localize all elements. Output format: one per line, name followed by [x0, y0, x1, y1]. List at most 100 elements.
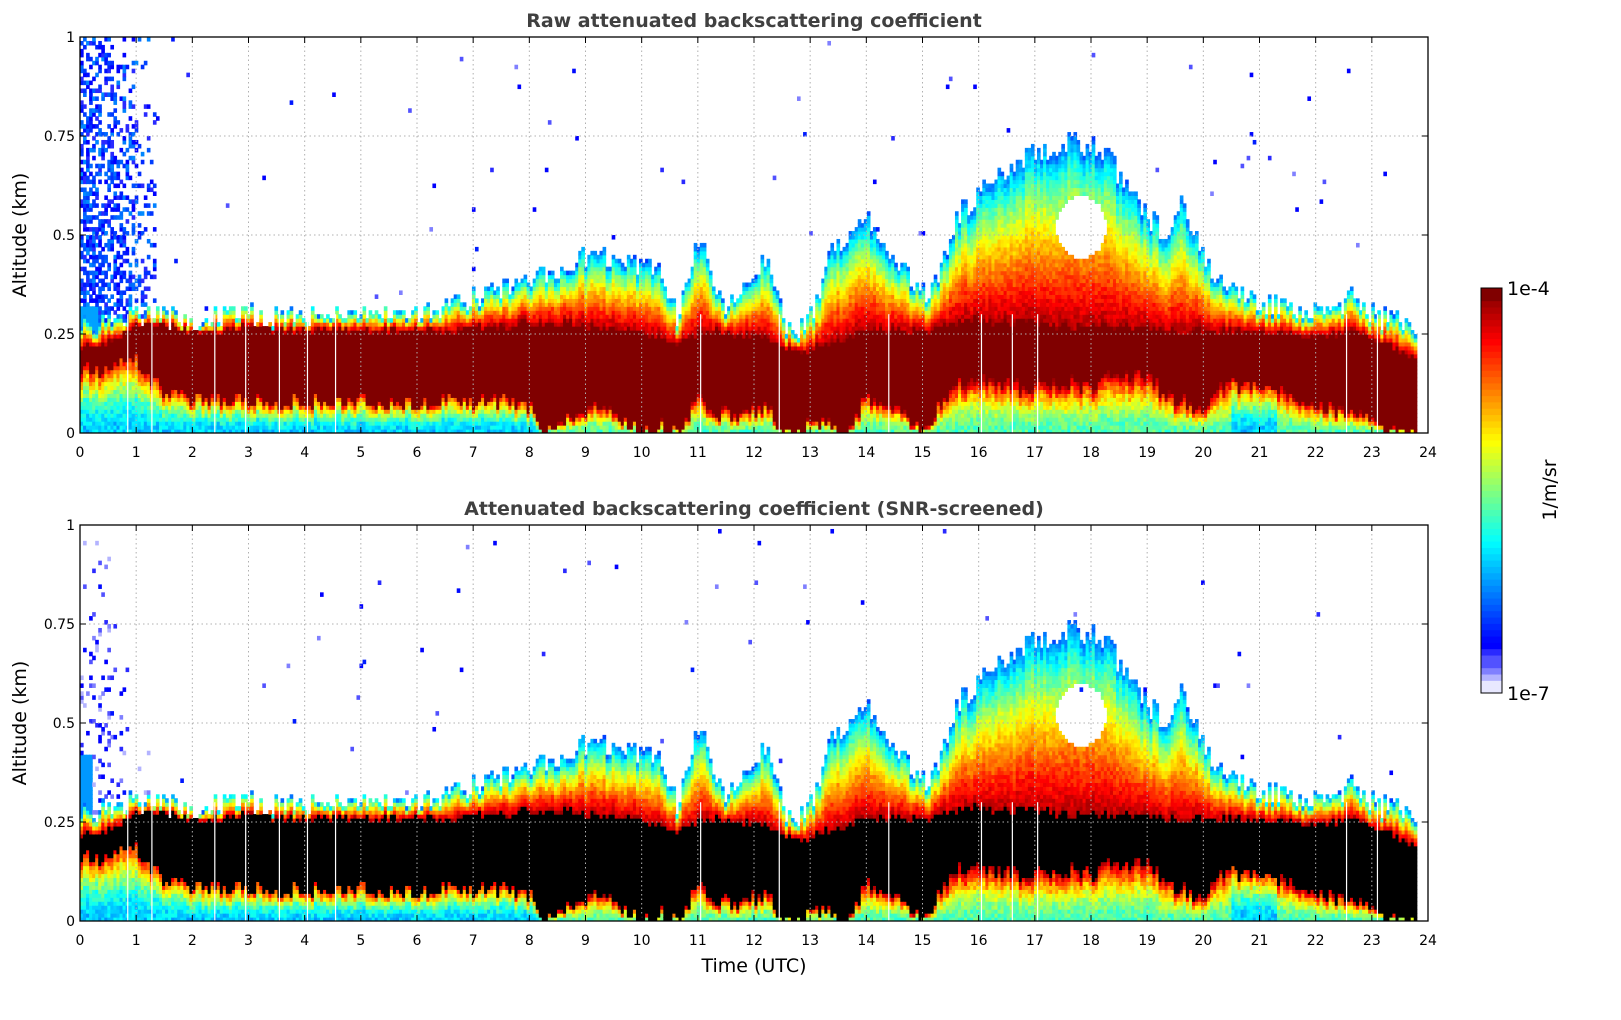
heatmap-cell — [122, 52, 127, 58]
heatmap-cell — [152, 322, 157, 327]
heatmap-cell — [125, 278, 130, 284]
heatmap-cell — [271, 361, 276, 367]
heatmap-cell — [499, 425, 503, 430]
heatmap-cell — [116, 250, 121, 256]
heatmap-cell — [326, 326, 330, 331]
heatmap-cell — [146, 397, 151, 402]
heatmap-cell — [95, 88, 99, 94]
heatmap-cell — [395, 337, 400, 343]
heatmap-cell — [377, 401, 382, 406]
heatmap-cell — [289, 393, 294, 398]
heatmap-cell — [131, 60, 136, 66]
heatmap-cell — [174, 322, 178, 327]
heatmap-cell — [107, 52, 111, 58]
heatmap-cell — [119, 191, 124, 196]
heatmap-cell — [113, 345, 118, 351]
heatmap-cell — [420, 322, 424, 327]
heatmap-cell — [453, 397, 458, 402]
heatmap-cell — [152, 258, 157, 264]
heatmap-cell — [89, 100, 93, 105]
heatmap-cell — [216, 365, 221, 371]
heatmap-cell — [210, 334, 215, 339]
heatmap-cell — [474, 314, 479, 319]
heatmap-cell — [417, 361, 421, 367]
heatmap-cell — [429, 318, 434, 323]
heatmap-cell — [316, 425, 321, 430]
heatmap-cell — [481, 306, 485, 311]
heatmap-cell — [438, 401, 443, 406]
heatmap-cell — [450, 326, 455, 331]
heatmap-cell — [283, 369, 288, 375]
heatmap-cell — [371, 413, 376, 418]
heatmap-cell — [222, 322, 227, 327]
heatmap-cell — [86, 369, 90, 375]
heatmap-cell — [493, 314, 497, 319]
heatmap-cell — [110, 242, 115, 248]
heatmap-cell — [140, 334, 145, 339]
heatmap-cell — [280, 310, 285, 315]
heatmap-cell — [110, 167, 115, 173]
heatmap-cell — [231, 381, 236, 387]
heatmap-cell — [92, 421, 96, 426]
heatmap-cell — [447, 369, 452, 375]
heatmap-cell — [502, 401, 506, 406]
heatmap-cell — [386, 349, 391, 355]
heatmap-cell — [128, 345, 133, 351]
heatmap-cell — [210, 421, 215, 426]
heatmap-cell — [496, 405, 500, 410]
heatmap-cell — [116, 254, 121, 260]
heatmap-cell — [477, 326, 482, 331]
heatmap-cell — [180, 353, 184, 359]
heatmap-cell — [256, 322, 260, 327]
heatmap-cell — [162, 413, 166, 418]
heatmap-cell — [216, 425, 221, 430]
heatmap-cell — [493, 389, 497, 394]
heatmap-cell — [265, 397, 269, 402]
heatmap-cell — [219, 377, 224, 383]
heatmap-cell — [116, 357, 121, 363]
heatmap-cell — [471, 207, 476, 212]
heatmap-cell — [350, 326, 355, 331]
heatmap-cell — [377, 373, 382, 379]
heatmap-cell — [295, 429, 300, 433]
heatmap-cell — [414, 357, 418, 363]
heatmap-cell — [95, 187, 99, 193]
heatmap-cell — [104, 413, 108, 418]
heatmap-cell — [146, 254, 151, 260]
heatmap-cell — [484, 334, 488, 339]
heatmap-cell — [347, 385, 351, 391]
heatmap-cell — [301, 330, 306, 335]
heatmap-cell — [426, 369, 430, 375]
heatmap-cell — [180, 365, 184, 371]
heatmap-cell — [426, 389, 430, 394]
heatmap-cell — [316, 389, 321, 394]
heatmap-cell — [174, 258, 178, 264]
heatmap-cell — [399, 385, 403, 391]
heatmap-cell — [131, 227, 136, 232]
heatmap-cell — [92, 417, 96, 422]
heatmap-cell — [80, 60, 84, 66]
heatmap-cell — [374, 429, 379, 433]
heatmap-cell — [377, 326, 382, 331]
heatmap-cell — [341, 381, 345, 387]
heatmap-cell — [116, 302, 121, 307]
heatmap-cell — [417, 385, 421, 391]
heatmap-cell — [204, 381, 209, 387]
heatmap-cell — [256, 421, 260, 426]
heatmap-cell — [89, 306, 93, 311]
heatmap-cell — [310, 341, 315, 347]
heatmap-cell — [98, 84, 102, 90]
heatmap-cell — [168, 381, 172, 387]
heatmap-cell — [301, 353, 306, 359]
heatmap-cell — [274, 389, 279, 394]
heatmap-cell — [316, 369, 321, 375]
heatmap-cell — [116, 298, 121, 303]
heatmap-cell — [316, 401, 321, 406]
heatmap-cell — [484, 425, 488, 430]
heatmap-cell — [432, 365, 437, 371]
heatmap-cell — [137, 341, 142, 347]
heatmap-cell — [280, 365, 285, 371]
heatmap-cell — [216, 345, 221, 351]
heatmap-cell — [119, 238, 124, 244]
heatmap-cell — [131, 84, 136, 90]
